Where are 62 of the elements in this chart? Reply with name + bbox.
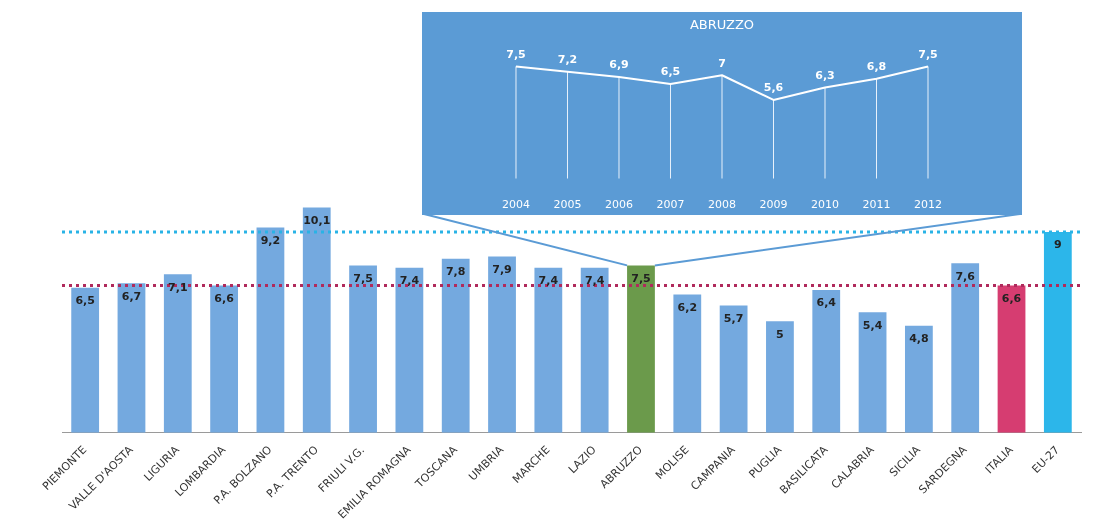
data-label: 6,2	[677, 300, 698, 314]
data-label: 4,8	[909, 332, 929, 345]
bar	[256, 227, 285, 433]
data-label: 6,5	[660, 65, 681, 79]
bar	[719, 305, 748, 433]
data-label: 6,8	[866, 60, 887, 74]
bar	[766, 321, 794, 433]
bar	[302, 207, 331, 433]
data-label: 7,6	[955, 269, 976, 283]
bar	[163, 274, 192, 433]
x-tick-label: 2009	[759, 197, 788, 211]
bar	[534, 267, 563, 433]
bar	[858, 312, 887, 433]
data-label: 7,9	[492, 262, 512, 276]
data-label: 6,9	[609, 58, 629, 72]
data-label: 6,4	[816, 296, 837, 310]
bar	[997, 285, 1026, 433]
data-label: 5,4	[862, 318, 883, 332]
data-label: 9	[1054, 238, 1062, 252]
x-tick-label: 2008	[708, 197, 736, 211]
bar	[488, 256, 516, 433]
data-label: 10,1	[303, 213, 331, 227]
data-label: 7,5	[631, 271, 651, 285]
data-label: 7,4	[584, 273, 605, 287]
data-label: 7,5	[918, 47, 938, 61]
data-label: 5,7	[723, 311, 744, 325]
bar	[904, 325, 933, 433]
bar	[812, 289, 841, 433]
bar	[71, 287, 100, 433]
data-label: 7,4	[538, 273, 559, 287]
data-label: 7,4	[399, 273, 420, 287]
x-tick-label: 2006	[605, 197, 633, 211]
x-tick-label: 2010	[811, 197, 839, 211]
bar	[673, 294, 702, 433]
data-label: 6,7	[121, 289, 142, 303]
bar	[349, 265, 377, 433]
x-tick-label: 2007	[656, 197, 685, 211]
data-label: 7,5	[506, 47, 526, 61]
data-label: 7,2	[557, 53, 578, 67]
data-label: 9,2	[260, 233, 281, 247]
x-tick-label: 2004	[502, 197, 530, 211]
data-label: 6,6	[214, 291, 235, 305]
data-label: 6,6	[1001, 291, 1022, 305]
bar	[395, 267, 424, 433]
x-tick-label: 2011	[862, 197, 891, 211]
data-label: 7,5	[353, 271, 373, 285]
data-label: 5,6	[763, 81, 784, 95]
data-label: 5	[776, 327, 784, 341]
chart-title: ABRUZZO	[689, 17, 755, 33]
data-label: 6,3	[815, 68, 835, 82]
data-label: 6,5	[75, 294, 95, 308]
data-label: 7,1	[168, 280, 188, 294]
bar	[210, 285, 239, 433]
bar	[627, 265, 655, 433]
bar	[117, 283, 146, 433]
bar	[951, 263, 980, 433]
data-label: 7,8	[445, 265, 466, 279]
x-tick-label: 2012	[914, 197, 942, 211]
x-tick-label: 2005	[553, 197, 582, 211]
data-label: 7	[718, 56, 726, 70]
bar	[441, 258, 470, 433]
bar	[580, 267, 609, 433]
